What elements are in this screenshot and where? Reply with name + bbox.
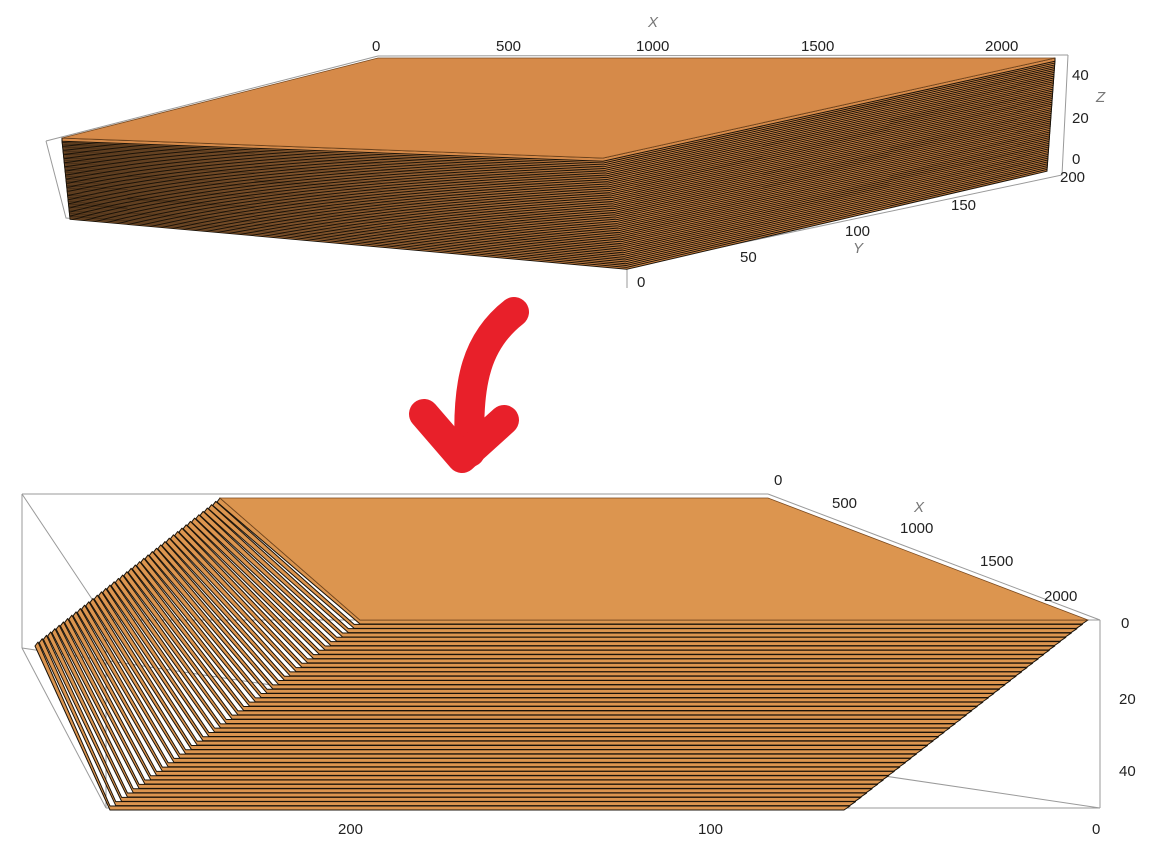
bottom-layer [178,527,1039,664]
top-layer-stack [61,57,1056,270]
top-plot: 0 500 1000 1500 2000 X 0 50 100 150 200 … [45,14,1106,291]
top-z-axis-label: Z [1095,89,1106,106]
bottom-layer [136,561,984,707]
bottom-layer [42,634,862,802]
bottom-layer [208,504,1078,634]
bottom-x-tick: 2000 [1044,588,1077,605]
bottom-x-tick: 1000 [900,520,933,537]
bottom-layer [148,551,1000,694]
bottom-x-tick: 500 [832,495,857,512]
top-x-tick: 2000 [985,38,1018,55]
bottom-z-tick: 40 [1119,763,1136,780]
bottom-layer [89,597,923,755]
bottom-layer [85,601,917,759]
bottom-layer [191,517,1056,651]
bottom-layer [72,611,901,772]
bottom-layer [81,604,912,763]
bottom-layer-stack [34,497,1089,811]
top-x-tick: 500 [496,38,521,55]
bottom-layer [157,544,1012,686]
top-x-axis-label: X [647,14,659,31]
bottom-layer [34,641,851,811]
bottom-layer [55,624,879,789]
bottom-z-tick: 0 [1121,615,1129,632]
bottom-layer [123,571,967,720]
bottom-layer [68,614,895,776]
bottom-layer [199,510,1067,642]
bottom-x-tick: 1500 [980,553,1013,570]
bottom-y-tick: 200 [338,821,363,838]
bottom-layer [127,567,973,716]
bottom-layer [76,608,906,768]
bottom-z-ticks: 0 20 40 [1119,615,1136,780]
bottom-x-axis-label: X [913,499,925,516]
bottom-y-tick: 0 [1092,821,1100,838]
top-y-tick: 150 [951,197,976,214]
bottom-layer [59,621,884,785]
bottom-layer [195,514,1061,647]
bottom-layer [161,541,1017,681]
bottom-layer [51,628,873,794]
bottom-layer [169,534,1028,673]
bottom-layer [203,507,1072,638]
bottom-layer [114,577,956,729]
bottom-layer [102,587,940,742]
bottom-layer [93,594,928,750]
bottom-layer [110,581,951,733]
red-arrow-icon [409,297,529,473]
bottom-layer [165,537,1023,677]
top-y-tick: 100 [845,223,870,240]
bottom-surface [218,497,1089,621]
bottom-layer [38,638,857,807]
bottom-y-tick: 100 [698,821,723,838]
top-y-axis-label: Y [853,240,864,257]
bottom-layer [182,524,1045,660]
top-x-ticks: 0 500 1000 1500 2000 [372,38,1018,55]
top-x-tick: 0 [372,38,380,55]
bottom-layer [144,554,995,699]
bottom-layer [64,618,890,781]
bottom-plot: 0 500 1000 1500 2000 X 200 100 0 0 20 40 [21,472,1136,838]
bottom-layer [97,591,934,746]
bottom-x-tick: 0 [774,472,782,489]
bottom-layer [47,631,868,798]
bottom-layer [186,520,1050,655]
bottom-y-ticks: 200 100 0 [338,821,1100,838]
top-y-tick: 0 [637,274,645,291]
top-x-tick: 1000 [636,38,669,55]
bottom-z-tick: 20 [1119,691,1136,708]
top-y-tick: 200 [1060,169,1085,186]
top-z-tick: 20 [1072,110,1089,127]
bottom-layer [119,574,962,724]
bottom-layer [153,547,1006,690]
bottom-x-ticks: 0 500 1000 1500 2000 [774,472,1077,605]
top-y-ticks: 0 50 100 150 200 [637,169,1085,291]
bottom-layer [106,584,945,737]
top-z-tick: 0 [1072,151,1080,168]
bottom-layer [174,530,1034,668]
top-y-tick: 50 [740,249,757,266]
top-surface [61,57,1056,159]
top-x-tick: 1500 [801,38,834,55]
top-z-tick: 40 [1072,67,1089,84]
bottom-layer [131,564,978,712]
bottom-layer [212,500,1083,629]
bottom-layer [140,557,989,703]
top-z-ticks: 0 20 40 [1072,67,1089,168]
